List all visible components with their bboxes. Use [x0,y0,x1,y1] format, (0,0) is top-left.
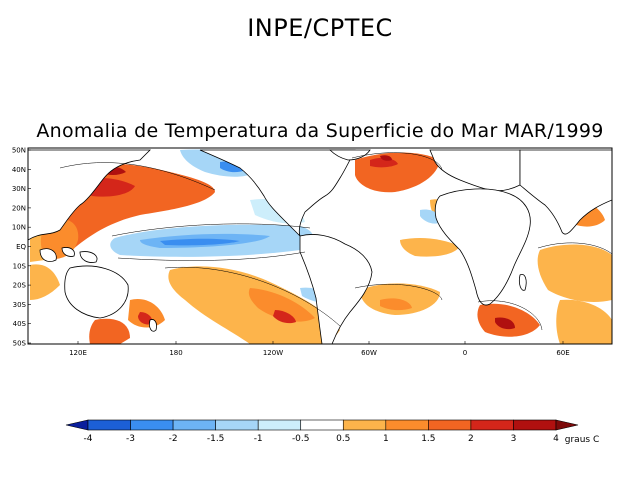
colorbar: -4 -3 -2 -1.5 -1 -0.5 0.5 1 1.5 2 3 4 graus C [65,419,599,445]
anomaly-region-spac-warm2 [248,288,315,322]
colorbar-label: -1 [254,434,263,444]
map-frame [27,147,613,345]
anomaly-region-io-warm [537,244,612,302]
land-asia [28,149,151,241]
latitude-label: 50S [13,340,27,348]
anomaly-region-spac-strong [273,310,296,324]
colorbar-label: -3 [126,434,135,444]
contour-line [351,152,443,171]
colorbar-swatch [130,419,174,431]
contour-line [537,242,612,255]
anomaly-region-natl-strong2 [380,155,392,161]
land-africa [434,188,531,306]
header-title: INPE/CPTEC [247,14,393,42]
land-madagascar [518,273,527,291]
land-greenland [329,149,371,161]
colorbar-swatch [428,419,472,431]
contour-lines [59,152,612,331]
land-middle-east-india [519,149,612,235]
latitude-labels: 50N 40N 30N 20N 10N EQ 10S 20S 30S 40S 50S [12,147,31,348]
contour-line [477,300,543,331]
latitude-label: 40N [12,166,26,174]
land-south-america [299,234,373,344]
contour-line [354,284,443,301]
longitude-label: 60W [361,349,377,357]
anomaly-region-eq-cold3 [160,238,240,246]
colorbar-label: -0.5 [292,434,310,444]
contour-line [111,223,311,237]
land-australia [64,265,129,319]
colorbar-label: 0.5 [336,434,350,444]
anomaly-region-agulhas-strong [495,317,515,330]
colorbar-swatch [300,419,344,431]
colorbar-label: 3 [511,434,517,444]
colorbar-swatch [65,419,89,431]
latitude-label: 10S [13,262,27,270]
latitude-label: 50N [12,147,26,155]
longitude-label: 120E [69,349,87,357]
colorbar-unit: graus C [565,435,599,445]
colorbar-label: 2 [468,434,474,444]
anomaly-region-tasman-warm [128,298,165,328]
latitude-label: 40S [13,320,27,328]
colorbar-swatch [385,419,429,431]
anomaly-region-sio-warm [89,318,130,344]
anomaly-region-io-warm3 [556,299,612,344]
map-title: Anomalia de Temperatura da Superficie do… [36,120,604,142]
longitude-label: 120W [263,349,283,357]
anomaly-region-tatl-warm [400,238,460,257]
colorbar-label: -2 [169,434,178,444]
latitude-label: 30N [12,185,26,193]
anomaly-region-tasman-strong [138,312,153,325]
contour-line [164,266,341,327]
latitude-label: 10N [12,224,26,232]
longitude-label: 0 [463,349,467,357]
contour-line [59,162,216,191]
anomaly-region-spac-warm [168,266,340,344]
colorbar-swatch [470,419,514,431]
longitude-labels: 120E 180 120W 60W 0 60E [69,341,570,357]
latitude-label: 20N [12,204,26,212]
longitude-label: 60E [556,349,569,357]
contour-line [117,251,306,261]
land-new-zealand [149,319,157,332]
latitude-label: 20S [13,282,27,290]
colorbar-label: -1.5 [207,434,225,444]
colorbar-label: -4 [84,434,93,444]
colorbar-swatch [172,419,216,431]
colorbar-swatch [555,419,579,431]
colorbar-swatch [215,419,259,431]
colorbar-swatch [513,419,557,431]
latitude-label: 30S [13,301,27,309]
colorbar-swatch [87,419,131,431]
colorbar-swatch [342,419,387,431]
land-europe [429,149,521,192]
longitude-label: 180 [169,349,182,357]
anomaly-region-satl-warm2 [380,298,412,311]
land-maritime-continent [39,247,98,263]
colorbar-label: 4 [553,434,559,444]
colorbar-swatch [257,419,302,431]
colorbar-label: 1.5 [421,434,435,444]
landmasses [28,149,612,344]
anomaly-region-satl-warm [360,283,440,315]
colorbar-label: 1 [383,434,389,444]
latitude-label: EQ [16,243,26,251]
anomaly-region-aus-warm [30,264,60,300]
